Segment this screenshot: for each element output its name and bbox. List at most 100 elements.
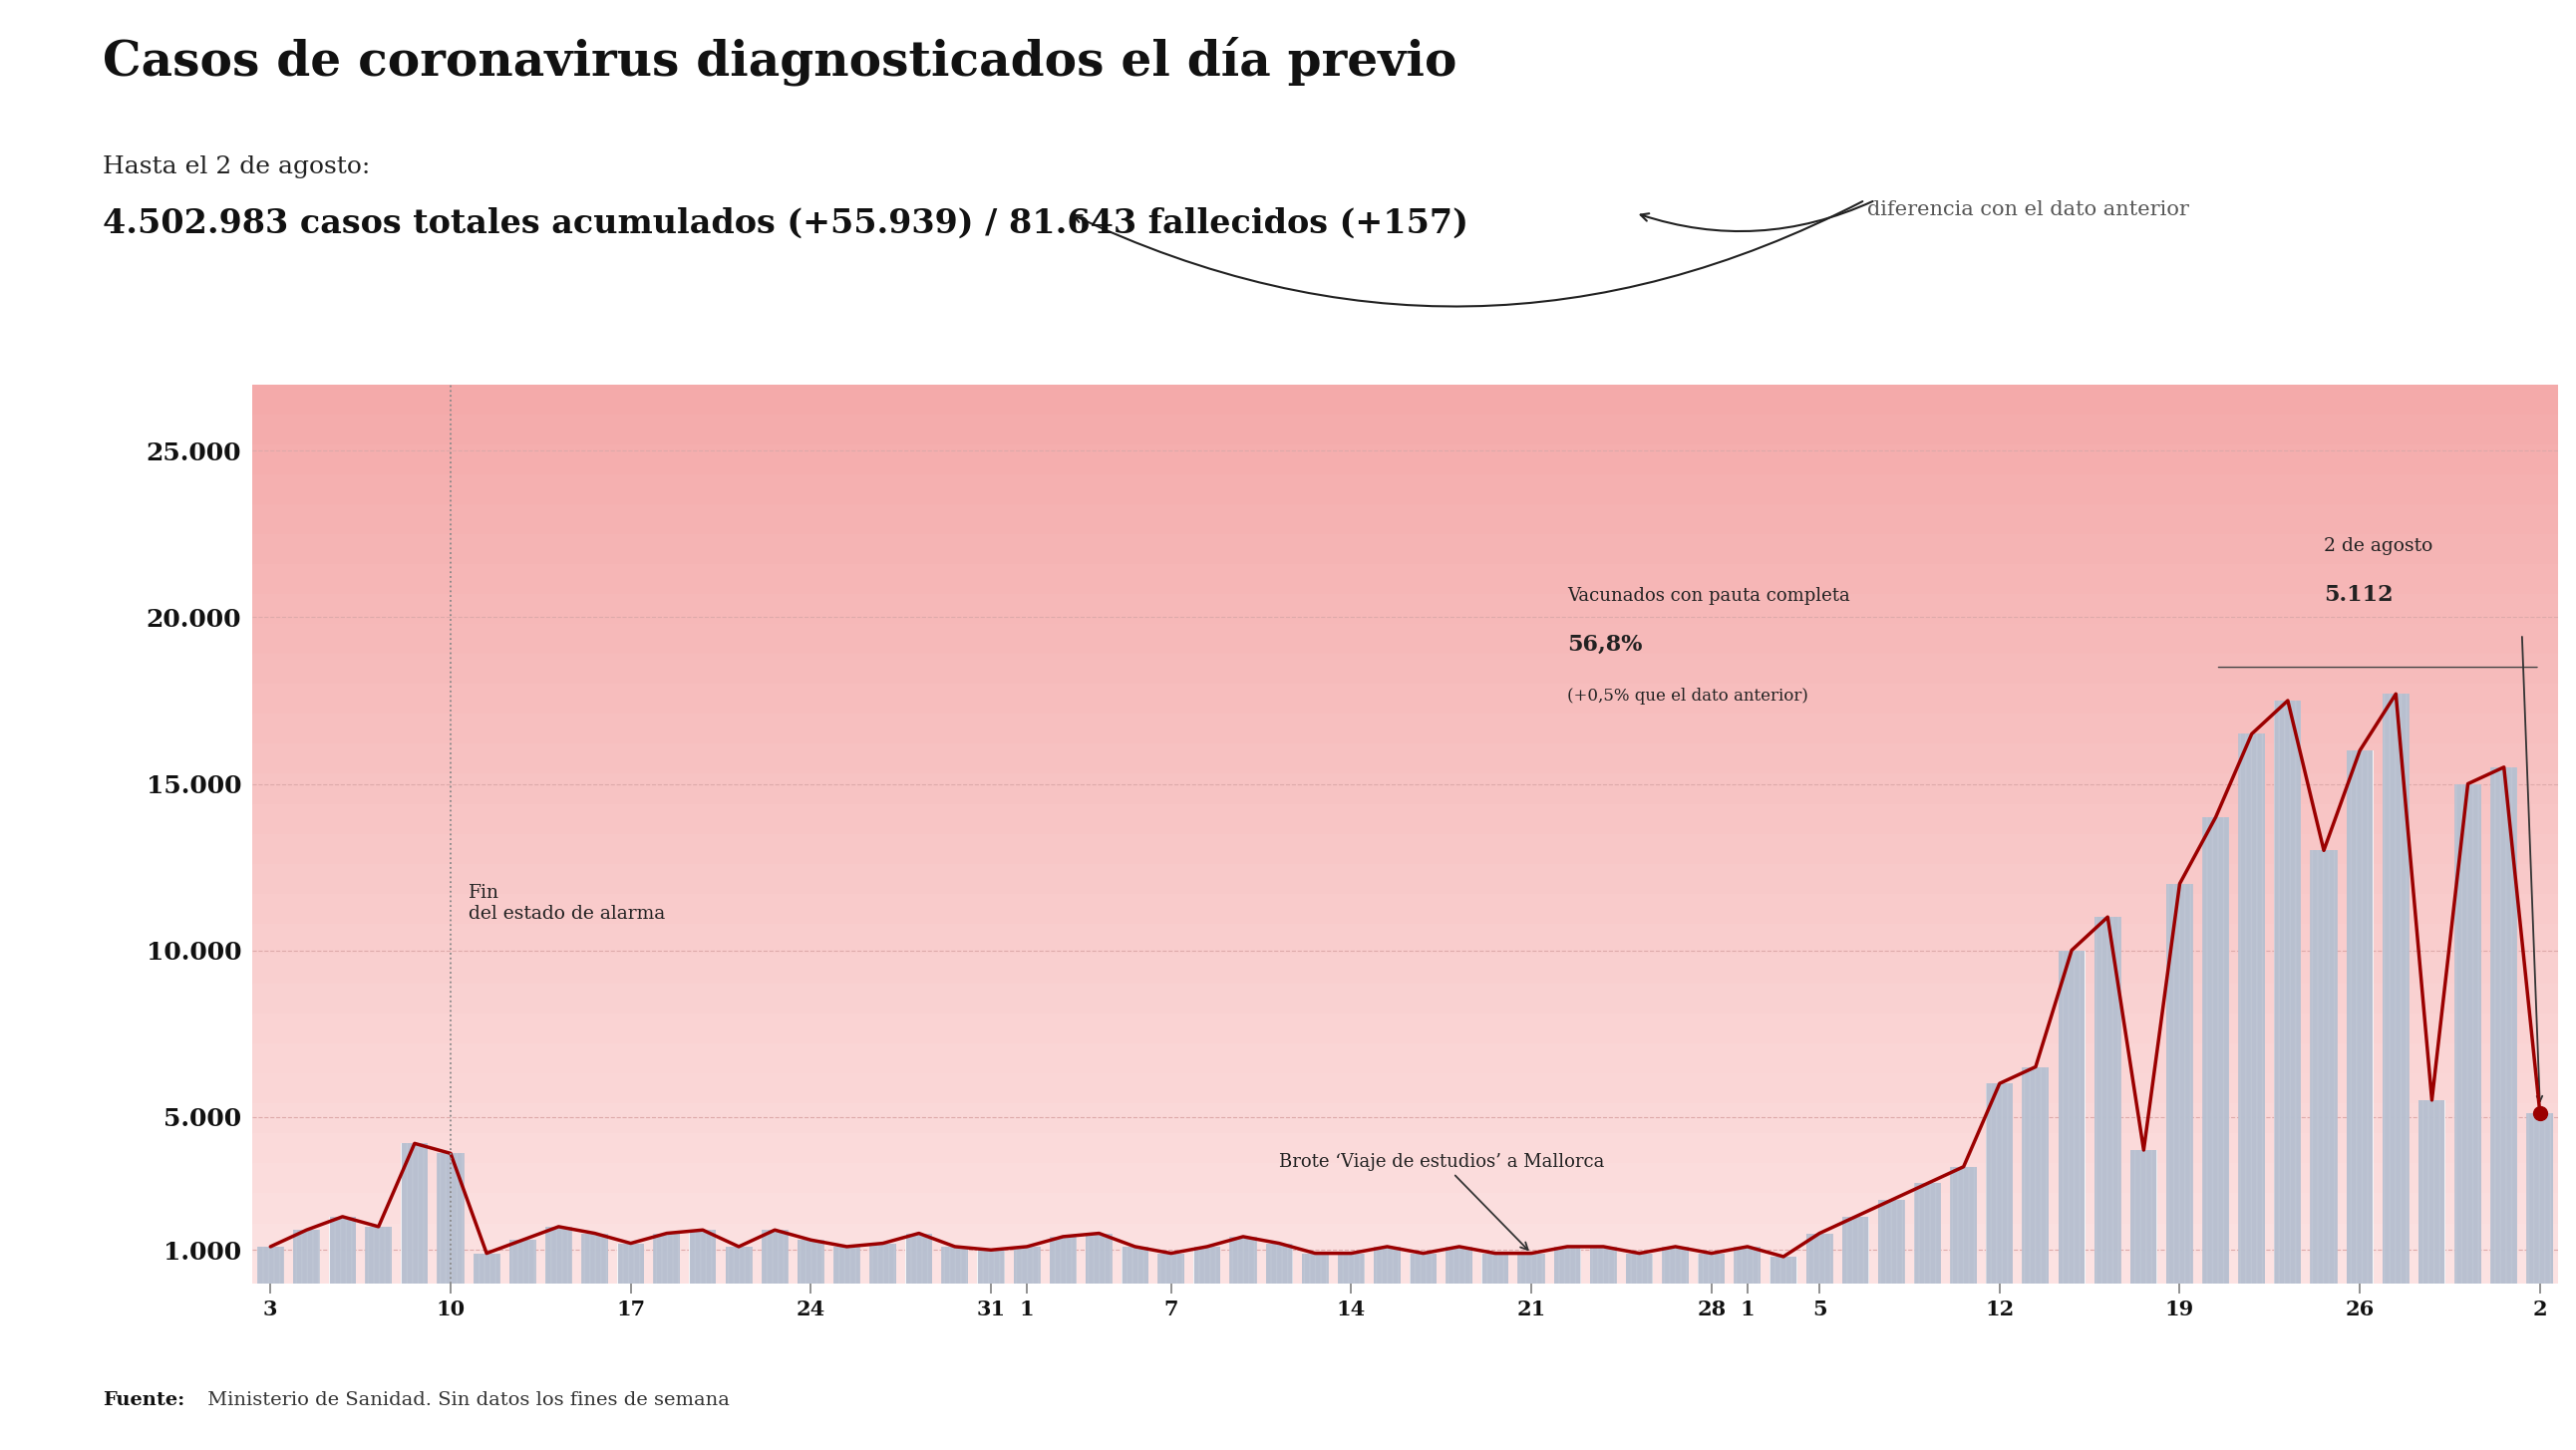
- Bar: [252, 1253, 2558, 1283]
- Bar: [2022, 1067, 2048, 1283]
- Bar: [252, 1163, 2558, 1193]
- Bar: [1481, 1253, 1507, 1283]
- Bar: [252, 1014, 2558, 1044]
- Bar: [1409, 1253, 1437, 1283]
- Bar: [1229, 1237, 1257, 1283]
- Bar: [1878, 1201, 1906, 1283]
- Bar: [1734, 1247, 1759, 1283]
- Bar: [2239, 734, 2264, 1283]
- Bar: [252, 1044, 2558, 1073]
- Text: Fin
del estado de alarma: Fin del estado de alarma: [469, 883, 665, 922]
- Bar: [1123, 1247, 1149, 1283]
- Bar: [2275, 700, 2300, 1283]
- Bar: [1445, 1247, 1473, 1283]
- Bar: [2094, 916, 2120, 1283]
- Bar: [252, 1073, 2558, 1103]
- Bar: [726, 1247, 752, 1283]
- Bar: [1842, 1217, 1868, 1283]
- Bar: [2527, 1114, 2553, 1283]
- Bar: [2347, 751, 2372, 1283]
- Text: (+0,5% que el dato anterior): (+0,5% que el dato anterior): [1566, 687, 1808, 705]
- Bar: [1842, 1217, 1870, 1283]
- Bar: [258, 1247, 283, 1283]
- Bar: [1337, 1253, 1365, 1283]
- Bar: [2239, 734, 2264, 1283]
- Bar: [252, 654, 2558, 684]
- Text: Vacunados con pauta completa: Vacunados con pauta completa: [1566, 587, 1850, 605]
- Bar: [366, 1227, 392, 1283]
- Text: Fuente:: Fuente:: [103, 1392, 185, 1409]
- Bar: [1087, 1234, 1113, 1283]
- Bar: [832, 1247, 860, 1283]
- Bar: [252, 474, 2558, 505]
- Text: 2 de agosto: 2 de agosto: [2324, 536, 2432, 555]
- Bar: [252, 803, 2558, 834]
- Bar: [2094, 916, 2120, 1283]
- Bar: [1121, 1247, 1149, 1283]
- Bar: [1698, 1253, 1723, 1283]
- Bar: [1806, 1234, 1832, 1283]
- Bar: [252, 684, 2558, 713]
- Bar: [1084, 1234, 1113, 1283]
- Bar: [2347, 751, 2372, 1283]
- Bar: [330, 1217, 355, 1283]
- Bar: [1770, 1257, 1795, 1283]
- Bar: [2455, 784, 2481, 1283]
- Bar: [2311, 850, 2336, 1283]
- Bar: [252, 415, 2558, 444]
- Bar: [2130, 1150, 2156, 1283]
- Bar: [1159, 1253, 1185, 1283]
- Bar: [252, 924, 2558, 954]
- Bar: [474, 1253, 500, 1283]
- Bar: [252, 983, 2558, 1014]
- Bar: [690, 1230, 716, 1283]
- Bar: [252, 864, 2558, 893]
- Bar: [582, 1234, 608, 1283]
- Text: 4.502.983 casos totales acumulados (+55.939) / 81.643 fallecidos (+157): 4.502.983 casos totales acumulados (+55.…: [103, 207, 1468, 241]
- Bar: [252, 774, 2558, 803]
- Bar: [252, 1193, 2558, 1224]
- Bar: [2527, 1114, 2553, 1283]
- Bar: [1157, 1253, 1185, 1283]
- Bar: [510, 1240, 536, 1283]
- Bar: [940, 1247, 969, 1283]
- Text: Brote ‘Viaje de estudios’ a Mallorca: Brote ‘Viaje de estudios’ a Mallorca: [1280, 1153, 1605, 1250]
- Bar: [1770, 1257, 1798, 1283]
- Bar: [1625, 1253, 1654, 1283]
- Bar: [252, 744, 2558, 774]
- Bar: [799, 1240, 824, 1283]
- Bar: [1265, 1243, 1293, 1283]
- Bar: [402, 1144, 428, 1283]
- Bar: [1662, 1247, 1690, 1283]
- Bar: [252, 1224, 2558, 1253]
- Bar: [1048, 1237, 1077, 1283]
- Bar: [1051, 1237, 1077, 1283]
- Bar: [2130, 1150, 2156, 1283]
- Bar: [1517, 1253, 1546, 1283]
- Bar: [2491, 767, 2517, 1283]
- Bar: [546, 1227, 572, 1283]
- Bar: [1553, 1247, 1579, 1283]
- Bar: [907, 1234, 933, 1283]
- Bar: [979, 1250, 1005, 1283]
- Bar: [294, 1230, 319, 1283]
- Bar: [438, 1153, 464, 1283]
- Bar: [1662, 1247, 1687, 1283]
- Bar: [1012, 1247, 1041, 1283]
- Bar: [2166, 883, 2192, 1283]
- Bar: [1914, 1183, 1942, 1283]
- Bar: [366, 1227, 392, 1283]
- Bar: [1301, 1253, 1329, 1283]
- Bar: [618, 1243, 644, 1283]
- Bar: [2383, 695, 2409, 1283]
- Bar: [1806, 1234, 1834, 1283]
- Bar: [474, 1253, 500, 1283]
- Bar: [402, 1144, 428, 1283]
- Bar: [2311, 850, 2336, 1283]
- Bar: [1878, 1201, 1904, 1283]
- Bar: [252, 1103, 2558, 1134]
- Bar: [252, 1134, 2558, 1163]
- Bar: [252, 534, 2558, 564]
- Bar: [1589, 1247, 1618, 1283]
- Bar: [252, 954, 2558, 983]
